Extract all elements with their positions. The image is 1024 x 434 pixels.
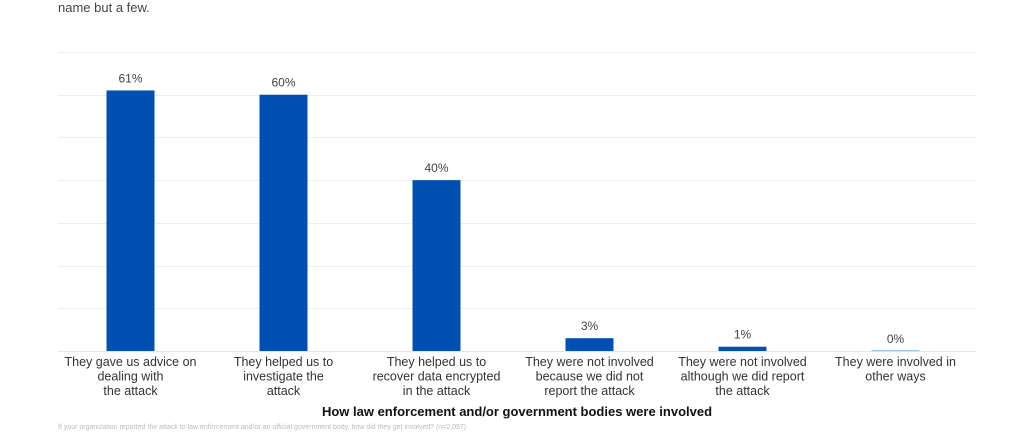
data-label: 40% bbox=[424, 161, 448, 175]
footnote: If your organization reported the attack… bbox=[58, 424, 467, 431]
category-label: They helped us to bbox=[387, 355, 486, 369]
category-label: They helped us to bbox=[234, 355, 333, 369]
category-label: although we did report bbox=[681, 370, 805, 384]
category-label: investigate the bbox=[243, 370, 324, 384]
category-label: They were involved in bbox=[835, 355, 956, 369]
category-label: in the attack bbox=[403, 384, 471, 398]
category-label: dealing with bbox=[97, 370, 163, 384]
category-label: because we did not bbox=[536, 370, 644, 384]
category-label: They were not involved bbox=[525, 355, 654, 369]
data-label: 1% bbox=[734, 328, 752, 342]
bar bbox=[718, 346, 767, 351]
bar bbox=[565, 338, 614, 351]
data-label: 0% bbox=[887, 332, 905, 346]
bars bbox=[106, 90, 920, 352]
intro-text: name but a few. bbox=[58, 0, 150, 15]
category-label: the attack bbox=[103, 384, 158, 398]
bar bbox=[412, 180, 461, 351]
category-label: They gave us advice on bbox=[64, 355, 196, 369]
data-label: 61% bbox=[118, 71, 142, 85]
category-label: the attack bbox=[715, 384, 770, 398]
category-label: report the attack bbox=[544, 384, 635, 398]
x-axis-title: How law enforcement and/or government bo… bbox=[321, 404, 713, 419]
category-label: They were not involved bbox=[678, 355, 807, 369]
bar bbox=[259, 94, 308, 351]
bar bbox=[871, 350, 920, 352]
category-label: recover data encrypted bbox=[373, 370, 501, 384]
category-label: other ways bbox=[865, 370, 925, 384]
data-label: 3% bbox=[581, 319, 599, 333]
category-label: attack bbox=[267, 384, 301, 398]
data-labels: 61% 60% 40% 3% 1% 0% bbox=[118, 71, 904, 346]
bar bbox=[106, 90, 155, 351]
data-label: 60% bbox=[271, 76, 295, 90]
gridlines bbox=[58, 52, 976, 352]
